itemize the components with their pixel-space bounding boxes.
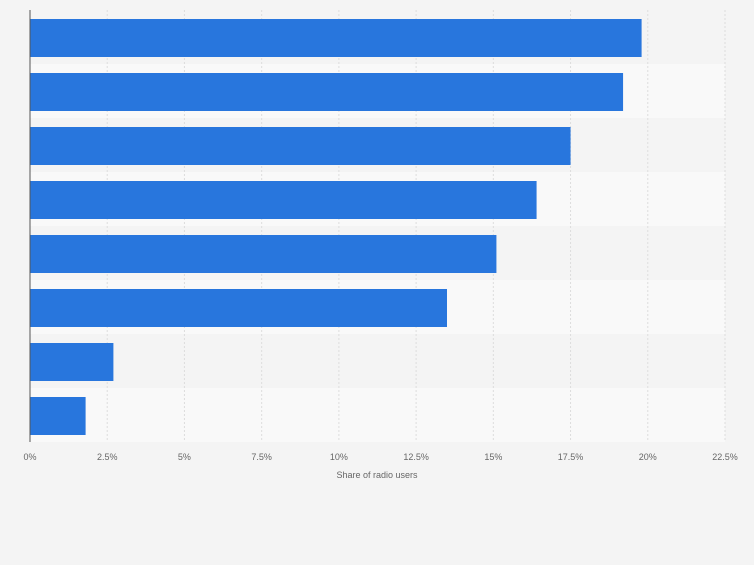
- row-band: [30, 388, 725, 442]
- bar[interactable]: [30, 289, 447, 327]
- x-tick-label: 7.5%: [251, 452, 272, 462]
- x-tick-label: 22.5%: [712, 452, 738, 462]
- row-band: [30, 334, 725, 388]
- x-tick-label: 2.5%: [97, 452, 118, 462]
- bar[interactable]: [30, 343, 114, 381]
- x-tick-label: 5%: [178, 452, 191, 462]
- bar[interactable]: [30, 181, 537, 219]
- x-tick-label: 20%: [639, 452, 657, 462]
- bar[interactable]: [30, 397, 86, 435]
- x-tick-label: 12.5%: [403, 452, 429, 462]
- x-tick-label: 0%: [23, 452, 36, 462]
- bar[interactable]: [30, 73, 624, 111]
- bar[interactable]: [30, 127, 571, 165]
- x-tick-label: 15%: [484, 452, 502, 462]
- x-tick-label: 17.5%: [558, 452, 584, 462]
- bar[interactable]: [30, 19, 642, 57]
- x-tick-label: 10%: [330, 452, 348, 462]
- x-tick-labels: 0% 2.5% 5% 7.5% 10% 12.5% 15% 17.5% 20% 22.5%: [23, 452, 737, 462]
- x-axis-label: Share of radio users: [336, 470, 418, 480]
- bar[interactable]: [30, 235, 497, 273]
- bars: [30, 19, 642, 435]
